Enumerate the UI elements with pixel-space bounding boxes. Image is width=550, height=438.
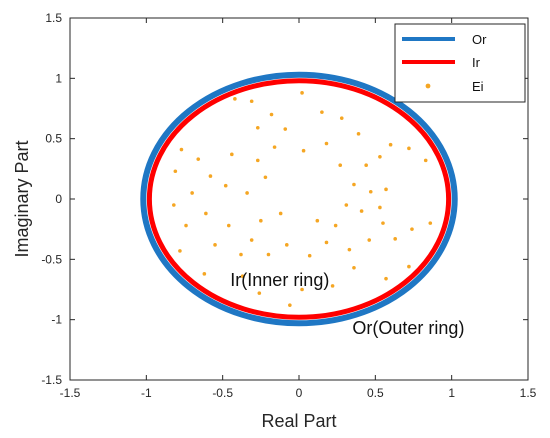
scatter-point bbox=[184, 223, 188, 228]
scatter-point bbox=[278, 211, 283, 216]
y-tick-label: -0.5 bbox=[41, 252, 62, 266]
scatter-point bbox=[230, 152, 234, 157]
scatter-point bbox=[339, 116, 344, 120]
annotation-outer-ring: Or(Outer ring) bbox=[352, 318, 464, 338]
legend-label-ei: Ei bbox=[472, 79, 484, 94]
legend-point-ei bbox=[425, 83, 431, 89]
curves-layer bbox=[140, 71, 458, 327]
scatter-point bbox=[378, 205, 382, 210]
scatter-point bbox=[301, 148, 306, 153]
y-axis-title: Imaginary Part bbox=[12, 140, 32, 257]
y-tick-label: 0 bbox=[55, 192, 62, 206]
scatter-point bbox=[259, 218, 263, 223]
x-tick-label: 0.5 bbox=[367, 386, 384, 400]
scatter-point bbox=[352, 182, 356, 187]
scatter-point bbox=[269, 112, 274, 117]
scatter-point bbox=[315, 218, 320, 223]
scatter-point bbox=[213, 243, 217, 247]
annotation-inner-ring: Ir(Inner ring) bbox=[230, 270, 329, 290]
scatter-point bbox=[190, 191, 194, 195]
scatter-point bbox=[367, 238, 372, 242]
scatter-point bbox=[240, 274, 245, 279]
scatter-point bbox=[388, 142, 393, 147]
scatter-point bbox=[255, 158, 260, 163]
y-tick-label: 1 bbox=[55, 71, 62, 85]
scatter-point bbox=[249, 238, 254, 242]
series-curve-ir bbox=[146, 78, 452, 320]
scatter-point bbox=[204, 211, 208, 216]
scatter-point bbox=[378, 154, 382, 159]
scatter-point bbox=[245, 191, 249, 195]
scatter-point bbox=[368, 189, 373, 194]
points-layer bbox=[172, 91, 433, 307]
scatter-point bbox=[172, 203, 176, 207]
scatter-point bbox=[407, 146, 411, 151]
scatter-point bbox=[307, 253, 312, 258]
x-axis-title: Real Part bbox=[261, 411, 336, 431]
scatter-point bbox=[179, 147, 184, 152]
y-tick-label: 1.5 bbox=[45, 11, 62, 25]
scatter-point bbox=[320, 110, 324, 114]
x-tick-label: -1 bbox=[141, 386, 152, 400]
scatter-point bbox=[284, 243, 289, 247]
scatter-point bbox=[352, 265, 356, 270]
scatter-point bbox=[178, 249, 182, 253]
scatter-point bbox=[407, 264, 411, 269]
scatter-point bbox=[428, 221, 433, 225]
y-tick-label: -1 bbox=[51, 313, 62, 327]
scatter-point bbox=[356, 132, 361, 136]
x-tick-label: 1 bbox=[448, 386, 455, 400]
scatter-point bbox=[263, 175, 268, 180]
scatter-point bbox=[196, 157, 201, 161]
scatter-point bbox=[330, 284, 335, 288]
legend-label-or: Or bbox=[472, 32, 487, 47]
scatter-point bbox=[381, 221, 385, 225]
scatter-point bbox=[249, 99, 254, 104]
scatter-point bbox=[233, 97, 237, 101]
scatter-point bbox=[255, 126, 260, 130]
scatter-point bbox=[272, 145, 277, 149]
scatter-point bbox=[410, 227, 414, 231]
scatter-point bbox=[239, 252, 243, 257]
scatter-point bbox=[324, 240, 329, 245]
scatter-point bbox=[333, 223, 338, 228]
legend: Or Ir Ei bbox=[394, 23, 526, 103]
scatter-point bbox=[347, 247, 352, 252]
x-tick-label: 1.5 bbox=[520, 386, 537, 400]
x-tick-label: -0.5 bbox=[212, 386, 233, 400]
scatter-point bbox=[208, 174, 213, 178]
scatter-point bbox=[359, 209, 364, 213]
scatter-point bbox=[266, 252, 271, 257]
scatter-point bbox=[384, 187, 388, 192]
scatter-point bbox=[344, 203, 349, 207]
scatter-point bbox=[283, 127, 288, 131]
scatter-point bbox=[300, 287, 304, 292]
scatter-point bbox=[226, 223, 231, 228]
scatter-point bbox=[223, 183, 228, 188]
scatter-point bbox=[257, 291, 262, 295]
x-tick-label: -1.5 bbox=[60, 386, 81, 400]
scatter-point bbox=[173, 169, 178, 174]
scatter-point bbox=[324, 141, 329, 146]
y-tick-label: -1.5 bbox=[41, 373, 62, 387]
series-curve-or bbox=[140, 71, 458, 327]
scatter-point bbox=[202, 272, 207, 276]
scatter-point bbox=[384, 276, 388, 281]
x-tick-label: 0 bbox=[296, 386, 303, 400]
ticks-layer: -1.5 -1 -0.5 0 0.5 1 1.5 1.5 1 0.5 0 -0.5 -1 -1.5 bbox=[41, 11, 536, 400]
scatter-point bbox=[423, 158, 428, 163]
scatter-point bbox=[300, 91, 304, 95]
scatter-point bbox=[288, 303, 292, 307]
scatter-point bbox=[364, 163, 368, 168]
scatter-point bbox=[393, 237, 397, 241]
scatter-point bbox=[338, 163, 343, 168]
legend-label-ir: Ir bbox=[472, 55, 481, 70]
y-tick-label: 0.5 bbox=[45, 132, 62, 146]
